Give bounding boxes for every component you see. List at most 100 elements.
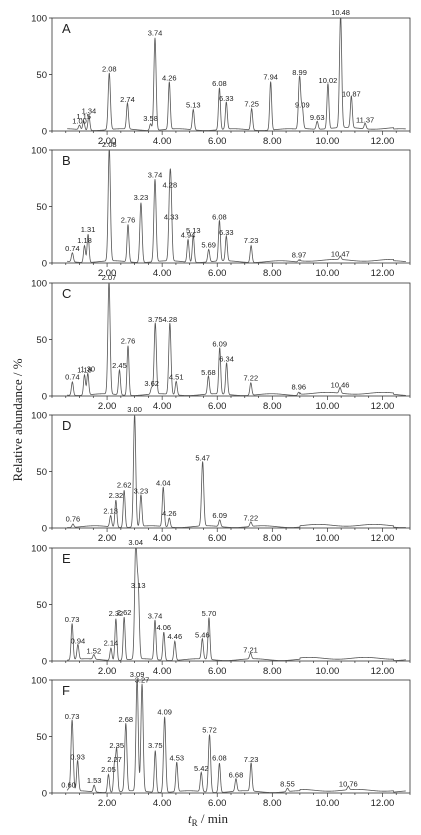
peak-label: 2.07 xyxy=(102,273,117,282)
peak-label: 4.28 xyxy=(163,181,178,190)
x-tick-label: 6.00 xyxy=(208,136,227,147)
x-axis-label: tR / min xyxy=(188,811,228,828)
panel-letter: B xyxy=(62,153,71,168)
x-tick-label: 2.00 xyxy=(98,401,117,412)
peak-label: 1.30 xyxy=(80,365,95,374)
peak-label: 0.94 xyxy=(71,636,86,645)
peak-label: 0.60 xyxy=(61,781,76,790)
peak-label: 2.13 xyxy=(103,507,118,516)
x-tick-label: 8.00 xyxy=(263,533,282,544)
peak-label: 2.62 xyxy=(117,481,132,490)
peak-label: 8.99 xyxy=(292,68,307,77)
peak-label: 8.97 xyxy=(292,251,307,260)
y-tick-label: 0 xyxy=(42,392,47,403)
peak-label: 3.27 xyxy=(135,676,150,685)
peak-label: 10.48 xyxy=(331,8,350,17)
x-tick-label: 8.00 xyxy=(263,798,282,809)
peak-label: 7.23 xyxy=(244,755,259,764)
x-tick-label: 2.00 xyxy=(98,666,117,677)
y-tick-label: 0 xyxy=(42,127,47,138)
panel-letter: F xyxy=(62,683,70,698)
peak-label: 3.75 xyxy=(148,741,163,750)
panel-e: E 0 50 100 2.00 4.00 6.00 8.00 10.00 12.00 0.73 0.9… xyxy=(31,538,411,677)
peak-label: 3.74 xyxy=(148,28,163,37)
chromatogram-trace xyxy=(67,547,406,661)
x-tick-label: 8.00 xyxy=(263,268,282,279)
x-tick-label: 6.00 xyxy=(208,401,227,412)
peak-label: 2.08 xyxy=(102,65,117,74)
x-tick-label: 6.00 xyxy=(208,533,227,544)
peak-label: 7.94 xyxy=(263,72,278,81)
y-tick-label: 50 xyxy=(36,467,47,478)
x-tick-label: 12.00 xyxy=(371,533,395,544)
x-tick-label: 4.00 xyxy=(153,136,172,147)
x-axis-label-symbol: t xyxy=(188,811,192,826)
peak-label: 2.76 xyxy=(121,216,136,225)
peak-label: 6.08 xyxy=(212,212,227,221)
peak-label: 5.47 xyxy=(195,454,210,463)
peak-label: 0.76 xyxy=(66,515,81,524)
peak-label: 7.21 xyxy=(243,645,258,654)
peak-label: 2.05 xyxy=(101,765,116,774)
peak-label: 7.22 xyxy=(244,513,259,522)
y-tick-label: 0 xyxy=(42,524,47,535)
y-tick-label: 0 xyxy=(42,789,47,800)
peak-label: 3.62 xyxy=(144,379,159,388)
x-tick-label: 8.00 xyxy=(263,666,282,677)
peak-label: 2.45 xyxy=(112,361,127,370)
peak-label: 2.62 xyxy=(117,608,132,617)
peak-label: 1.18 xyxy=(77,366,92,375)
x-tick-label: 2.00 xyxy=(98,136,117,147)
peak-label: 10.46 xyxy=(331,380,350,389)
x-tick-label: 8.00 xyxy=(263,136,282,147)
panel-a: A 0 50 100 2.00 4.00 6.00 8.00 10.00 12.00 1.001.1… xyxy=(31,8,411,147)
peak-label: 2.14 xyxy=(104,639,119,648)
panel-letter: A xyxy=(62,21,71,36)
peak-label: 9.09 xyxy=(295,101,310,110)
x-tick-label: 10.00 xyxy=(315,268,339,279)
peak-label: 4.94 xyxy=(181,230,196,239)
x-tick-label: 4.00 xyxy=(153,268,172,279)
y-tick-label: 50 xyxy=(36,335,47,346)
panel-c: C 0 50 100 2.00 4.00 6.00 8.00 10.00 12.00 0.741.1… xyxy=(31,273,411,412)
plot-frame xyxy=(51,282,411,397)
y-tick-label: 100 xyxy=(31,411,47,422)
chromatogram-trace xyxy=(67,414,406,528)
peak-label: 4.53 xyxy=(169,754,184,763)
peak-label: 7.23 xyxy=(244,236,259,245)
x-tick-label: 10.00 xyxy=(315,798,339,809)
peak-label: 2.74 xyxy=(120,95,135,104)
peak-label: 0.74 xyxy=(65,244,80,253)
x-tick-label: 4.00 xyxy=(153,666,172,677)
x-tick-label: 6.00 xyxy=(208,798,227,809)
peak-label: 3.74 xyxy=(148,171,163,180)
panel-letter: D xyxy=(62,418,71,433)
peak-label: 1.34 xyxy=(82,106,97,115)
peak-label: 6.33 xyxy=(219,94,234,103)
y-tick-label: 100 xyxy=(31,14,47,25)
x-tick-label: 10.00 xyxy=(315,666,339,677)
peak-label: 4.26 xyxy=(162,74,177,83)
x-tick-label: 2.00 xyxy=(98,798,117,809)
x-tick-label: 12.00 xyxy=(371,798,395,809)
peak-label: 3.23 xyxy=(134,193,149,202)
peak-label: 7.22 xyxy=(244,374,259,383)
chromatogram-trace xyxy=(67,282,406,396)
peak-label: 2.32 xyxy=(109,491,124,500)
y-tick-label: 100 xyxy=(31,676,47,687)
panel-letter: C xyxy=(62,286,71,301)
peak-label: 5.69 xyxy=(201,241,216,250)
panel-d: D 0 50 100 2.00 4.00 6.00 8.00 10.00 12.00 0.76 2.1… xyxy=(31,405,411,544)
peak-label: 4.09 xyxy=(157,707,172,716)
peak-label: 5.13 xyxy=(186,101,201,110)
x-tick-label: 10.00 xyxy=(315,533,339,544)
y-tick-label: 0 xyxy=(42,657,47,668)
peak-label: 10.87 xyxy=(342,89,361,98)
chromatogram-trace xyxy=(66,679,406,793)
peak-label: 2.68 xyxy=(118,715,133,724)
x-tick-label: 4.00 xyxy=(153,798,172,809)
peak-label: 0.73 xyxy=(65,712,80,721)
x-tick-label: 12.00 xyxy=(371,268,395,279)
peak-label: 6.34 xyxy=(219,354,234,363)
